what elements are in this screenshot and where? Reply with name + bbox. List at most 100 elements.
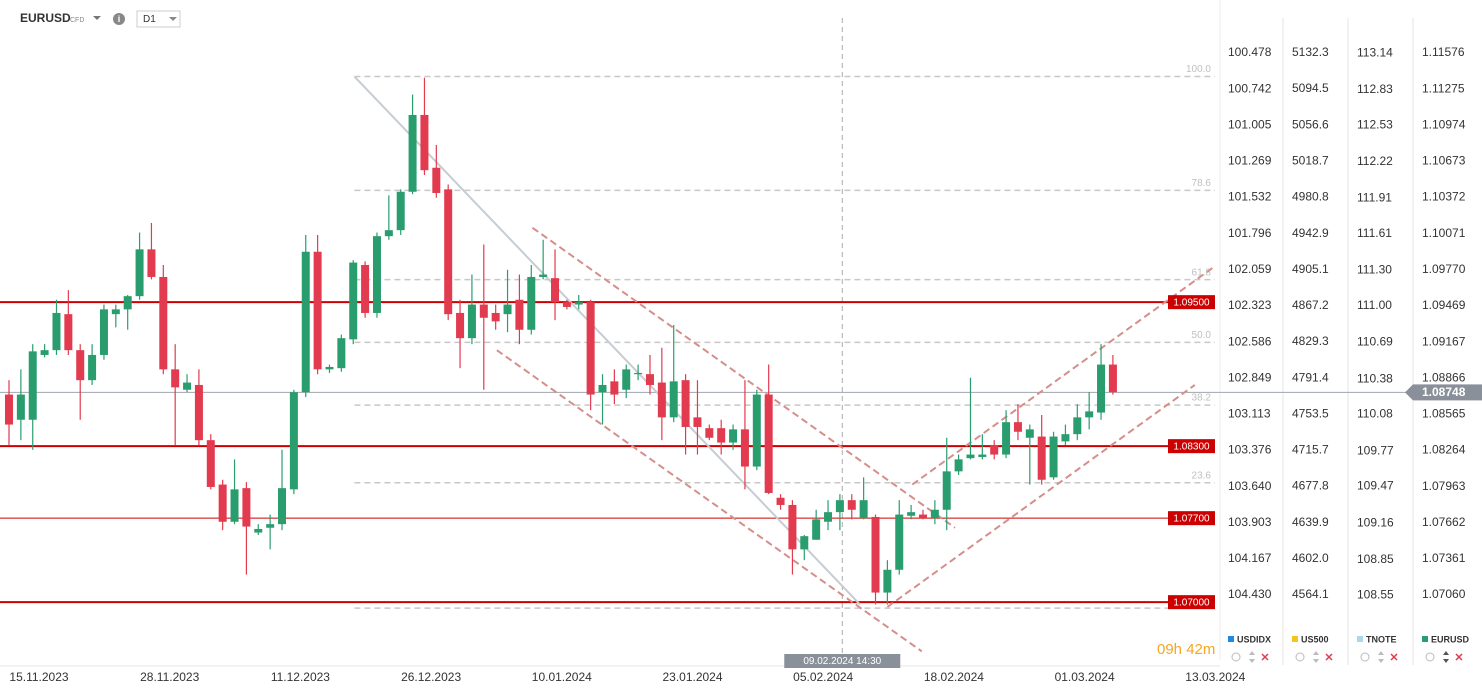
y-tick-label: 112.22 <box>1357 154 1393 168</box>
candle-body <box>408 114 417 192</box>
candle-body <box>76 350 85 381</box>
candle-body <box>467 304 476 339</box>
candle-body <box>930 509 939 519</box>
y-tick-label: 4677.8 <box>1292 479 1329 493</box>
y-tick-label: 5018.7 <box>1292 154 1329 168</box>
candle-body <box>598 384 607 393</box>
symbol-caret[interactable] <box>93 16 101 20</box>
trendline <box>531 226 956 529</box>
candle-body <box>456 312 465 339</box>
candle-body <box>88 354 97 381</box>
y-tick-label: 4564.1 <box>1292 587 1329 601</box>
y-tick-label: 111.61 <box>1357 226 1392 240</box>
level-label: 1.08300 <box>1173 441 1210 452</box>
candle-body <box>183 382 192 390</box>
symbol[interactable]: EURUSD <box>20 11 71 25</box>
x-tick-label: 28.11.2023 <box>140 670 199 684</box>
y-tick-label: 109.77 <box>1357 443 1394 457</box>
y-tick-label: 109.16 <box>1357 515 1394 529</box>
candle-body <box>681 380 690 427</box>
y-tick-label: 103.903 <box>1228 515 1272 529</box>
candle-body <box>788 504 797 550</box>
candle-body <box>693 417 702 427</box>
timeframe-caret <box>169 17 177 21</box>
candle-body <box>384 230 393 237</box>
legend-swatch <box>1357 636 1363 642</box>
y-tick-label: 101.532 <box>1228 190 1272 204</box>
candle-body <box>218 484 227 522</box>
y-tick-label: 4639.9 <box>1292 515 1329 529</box>
candle-body <box>361 264 370 313</box>
last-price-arrow <box>1405 384 1413 401</box>
candle-body <box>28 351 37 420</box>
y-tick-label: 4942.9 <box>1292 226 1329 240</box>
y-tick-label: 1.09167 <box>1422 334 1466 348</box>
y-tick-label: 102.323 <box>1228 298 1272 312</box>
candle-body <box>966 454 975 459</box>
y-tick-label: 1.10372 <box>1422 190 1466 204</box>
candle-body <box>503 304 512 315</box>
x-tick-label: 15.11.2023 <box>9 670 68 684</box>
last-price-tag <box>1413 384 1482 401</box>
y-tick-label: 101.796 <box>1228 226 1272 240</box>
fib-label: 78.6 <box>1192 178 1212 189</box>
remove-icon <box>1325 653 1333 661</box>
candle-body <box>16 394 25 420</box>
visibility-icon <box>1360 652 1370 662</box>
candle-body <box>123 296 132 310</box>
candle-body <box>610 381 619 395</box>
level-tag <box>1168 295 1215 310</box>
y-tick-label: 102.849 <box>1228 370 1272 384</box>
y-tick-label: 1.10974 <box>1422 117 1466 131</box>
legend-label: USDIDX <box>1237 634 1271 644</box>
fib-label: 61.8 <box>1192 267 1212 278</box>
y-tick-label: 112.83 <box>1357 82 1393 96</box>
candle-body <box>171 369 180 388</box>
legend-swatch <box>1292 636 1298 642</box>
candle-body <box>527 276 536 330</box>
y-tick-label: 101.269 <box>1228 154 1272 168</box>
candle-body <box>159 276 168 370</box>
candle-body <box>942 471 951 510</box>
y-tick-label: 1.10673 <box>1422 154 1466 168</box>
crosshair-tag <box>784 654 901 668</box>
order-icon <box>1443 651 1449 663</box>
y-tick-label: 108.55 <box>1357 587 1394 601</box>
candle-body <box>444 189 453 315</box>
candle-body <box>562 302 571 307</box>
y-tick-label: 4980.8 <box>1292 190 1329 204</box>
candle-body <box>847 500 856 510</box>
candle-body <box>895 514 904 570</box>
candle-body <box>479 304 488 318</box>
candle-body <box>824 512 833 522</box>
candle-body <box>372 236 381 313</box>
y-tick-label: 103.376 <box>1228 443 1272 457</box>
candle-body <box>1061 434 1070 442</box>
y-tick-label: 111.00 <box>1357 298 1392 312</box>
candle-body <box>242 488 251 527</box>
y-tick-label: 100.478 <box>1228 45 1272 59</box>
countdown: 09h 42m <box>1157 641 1215 658</box>
y-tick-label: 1.10071 <box>1422 226 1466 240</box>
y-tick-label: 110.08 <box>1357 407 1393 421</box>
candle-body <box>918 514 927 519</box>
legend-swatch <box>1422 636 1428 642</box>
timeframe: D1 <box>143 14 156 25</box>
y-tick-label: 1.07963 <box>1422 479 1466 493</box>
candle-body <box>1085 411 1094 418</box>
y-tick-label: 103.640 <box>1228 479 1272 493</box>
candle-body <box>764 394 773 493</box>
candle-body <box>278 488 287 525</box>
info-icon[interactable] <box>113 13 125 25</box>
trendline <box>886 384 1196 608</box>
y-tick-label: 1.09770 <box>1422 262 1466 276</box>
y-tick-label: 101.005 <box>1228 117 1272 131</box>
crosshair-label: 09.02.2024 14:30 <box>803 656 881 667</box>
candle-body <box>645 374 654 385</box>
candle-body <box>740 429 749 467</box>
candle-body <box>574 302 583 305</box>
timeframe-select[interactable] <box>136 10 181 28</box>
candle-body <box>111 309 120 315</box>
candle-body <box>729 429 738 443</box>
